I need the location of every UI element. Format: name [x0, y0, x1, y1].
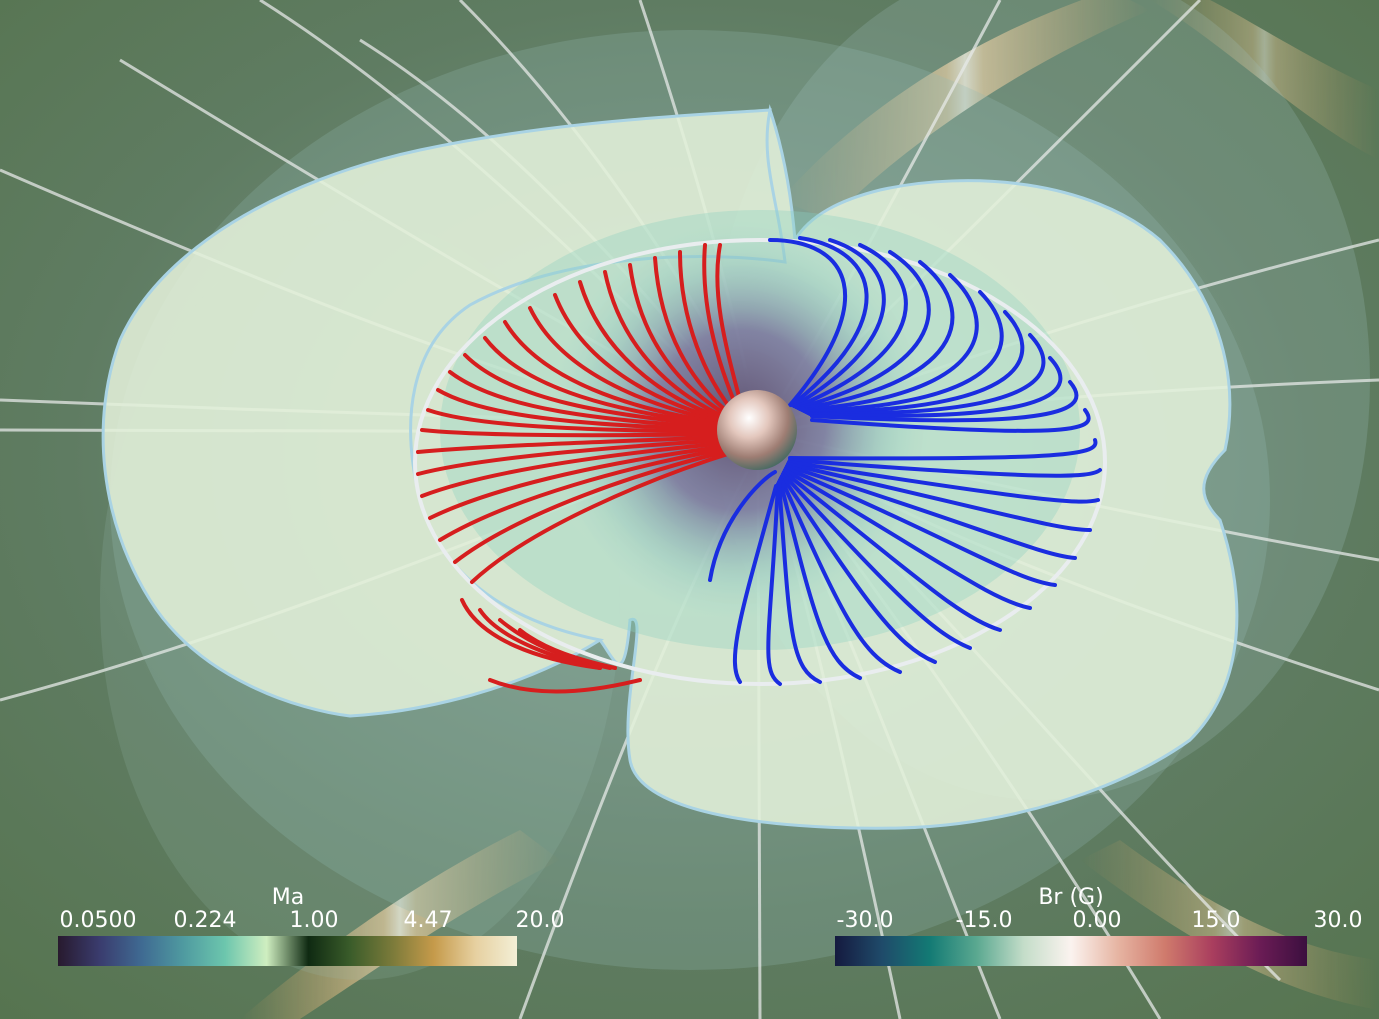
br-tick-4: 30.0 [1313, 908, 1363, 933]
background-current-sheet [240, 0, 1379, 1019]
central-star [717, 390, 797, 470]
br-tick-3: 15.0 [1191, 908, 1241, 933]
br-colorbar-bar [835, 936, 1307, 966]
ma-tick-0: 0.0500 [59, 908, 137, 933]
ma-tick-4: 20.0 [515, 908, 565, 933]
ma-tick-3: 4.47 [403, 908, 453, 933]
source-surface-ring [413, 238, 1107, 686]
field-lines-red [416, 243, 747, 694]
br-tick-0: -30.0 [836, 908, 894, 933]
field-lines-blue [708, 236, 1102, 686]
br-colorbar-title: Br (G) [1038, 885, 1104, 910]
ma-tick-1: 0.224 [173, 908, 237, 933]
ma-tick-2: 1.00 [289, 908, 339, 933]
br-tick-1: -15.0 [955, 908, 1013, 933]
ma-colorbar-title: Ma [271, 885, 305, 910]
br-tick-2: 0.00 [1072, 908, 1122, 933]
ma-colorbar-bar [58, 936, 517, 966]
